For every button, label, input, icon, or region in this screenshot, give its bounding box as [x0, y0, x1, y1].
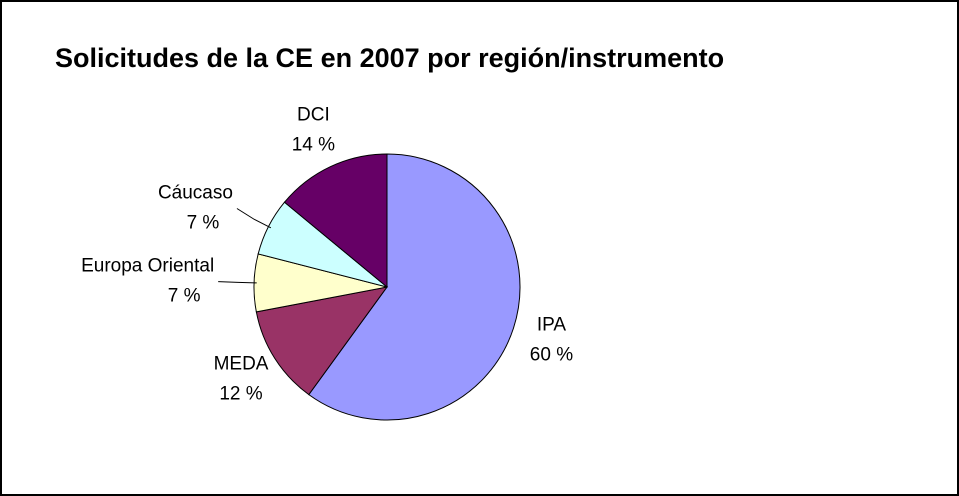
slice-value-label: 7 %: [168, 286, 201, 307]
leader-line: [236, 208, 272, 229]
pie-slice: [308, 153, 521, 421]
leader-line: [218, 281, 257, 284]
slice-value-label: 60 %: [530, 344, 573, 365]
pie-slice: [255, 286, 389, 396]
slice-label: Europa Oriental: [81, 256, 214, 277]
slice-label: Cáucaso: [158, 183, 233, 204]
slice-value-label: 7 %: [187, 213, 220, 234]
chart-title: Solicitudes de la CE en 2007 por región/…: [55, 43, 724, 73]
slice-label: IPA: [537, 314, 567, 335]
slice-label: MEDA: [214, 354, 269, 375]
pie-slice: [283, 153, 388, 289]
slice-value-label: 14 %: [292, 135, 335, 156]
slice-label: DCI: [297, 105, 330, 126]
slice-value-label: 12 %: [219, 384, 262, 405]
